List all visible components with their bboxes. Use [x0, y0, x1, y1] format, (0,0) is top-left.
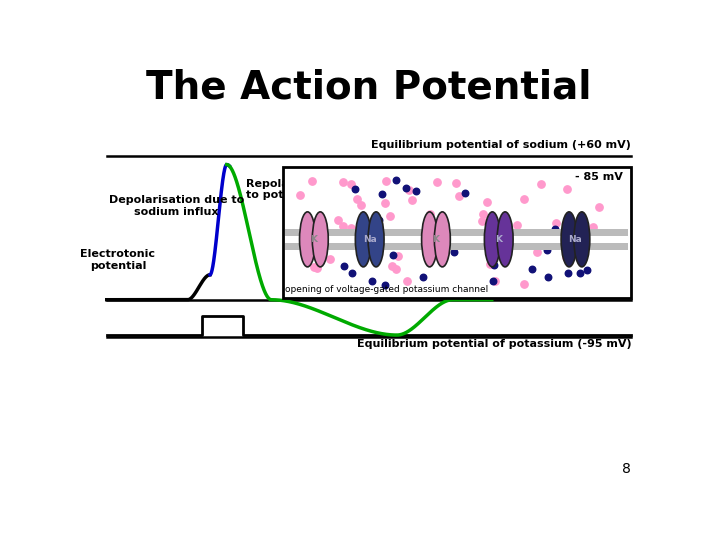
Point: [338, 262, 350, 271]
Point: [302, 221, 314, 230]
Point: [594, 203, 606, 212]
Point: [511, 220, 523, 229]
Ellipse shape: [561, 212, 577, 267]
Point: [588, 223, 599, 232]
Point: [450, 179, 462, 187]
Point: [459, 188, 471, 197]
Point: [346, 179, 357, 188]
Text: 8: 8: [622, 462, 631, 476]
Point: [308, 262, 320, 271]
Point: [390, 265, 402, 274]
Point: [311, 263, 323, 272]
Point: [380, 177, 392, 185]
Point: [337, 222, 348, 231]
Point: [418, 272, 429, 281]
Text: opening of voltage-gated potassium channel: opening of voltage-gated potassium chann…: [285, 285, 489, 294]
Text: K: K: [310, 235, 318, 244]
Text: Na: Na: [569, 235, 582, 244]
Text: Equilibrium potential of sodium (+60 mV): Equilibrium potential of sodium (+60 mV): [372, 140, 631, 150]
Point: [536, 180, 547, 189]
Ellipse shape: [434, 212, 450, 267]
Point: [387, 251, 399, 259]
Point: [561, 185, 572, 193]
Point: [485, 260, 496, 268]
Ellipse shape: [312, 212, 328, 267]
Text: Resting potential (-75 mV): Resting potential (-75 mV): [466, 286, 631, 295]
Point: [384, 212, 395, 221]
Bar: [282, 167, 631, 298]
Point: [410, 186, 422, 195]
Point: [332, 216, 343, 225]
Point: [477, 217, 488, 225]
Point: [306, 177, 318, 185]
Point: [403, 186, 415, 195]
Point: [541, 246, 553, 254]
Ellipse shape: [300, 212, 315, 267]
Point: [350, 185, 361, 193]
Point: [379, 199, 391, 208]
Point: [489, 261, 500, 269]
Point: [454, 192, 465, 200]
Point: [390, 176, 402, 184]
Bar: [285, 228, 629, 236]
Point: [581, 265, 593, 274]
Point: [316, 218, 328, 227]
Point: [337, 178, 348, 186]
Point: [518, 280, 529, 288]
Text: - 85 mV: - 85 mV: [575, 172, 623, 181]
Point: [543, 273, 554, 281]
Point: [401, 276, 413, 285]
Text: Na: Na: [363, 235, 377, 244]
Text: K: K: [433, 235, 439, 244]
Text: Repolarization due
to potassium influx: Repolarization due to potassium influx: [246, 179, 367, 200]
Point: [374, 215, 385, 224]
Point: [366, 276, 378, 285]
Text: Electrotonic
potential: Electrotonic potential: [81, 249, 156, 271]
Point: [312, 249, 324, 258]
Ellipse shape: [497, 212, 513, 267]
Point: [424, 210, 436, 218]
Point: [432, 178, 444, 186]
Text: Equilibrium potential of potassium (-95 mV): Equilibrium potential of potassium (-95 …: [356, 339, 631, 349]
Ellipse shape: [356, 212, 372, 267]
Point: [360, 251, 372, 259]
Point: [351, 195, 362, 204]
Point: [526, 265, 538, 274]
Ellipse shape: [485, 212, 500, 267]
Text: K: K: [495, 235, 503, 244]
Ellipse shape: [368, 212, 384, 267]
Point: [400, 184, 412, 193]
Ellipse shape: [574, 212, 590, 267]
Point: [406, 195, 418, 204]
Point: [549, 225, 561, 234]
Point: [392, 252, 404, 261]
Point: [298, 247, 310, 256]
Ellipse shape: [422, 212, 438, 267]
Point: [531, 248, 543, 256]
Point: [386, 261, 397, 270]
Point: [449, 247, 460, 256]
Point: [347, 269, 359, 278]
Point: [518, 194, 530, 203]
Point: [574, 269, 585, 278]
Point: [345, 224, 356, 232]
Point: [489, 277, 500, 286]
Point: [562, 268, 574, 277]
Point: [355, 200, 366, 209]
Point: [477, 210, 489, 219]
Point: [487, 276, 499, 285]
Point: [560, 253, 572, 261]
Point: [379, 281, 391, 289]
Text: Depolarisation due to
sodium influx: Depolarisation due to sodium influx: [109, 195, 244, 217]
Point: [325, 254, 336, 263]
Point: [377, 190, 388, 198]
Text: The Action Potential: The Action Potential: [146, 69, 592, 107]
Point: [294, 191, 306, 199]
Point: [481, 198, 492, 206]
Bar: [285, 243, 629, 250]
Point: [550, 219, 562, 228]
